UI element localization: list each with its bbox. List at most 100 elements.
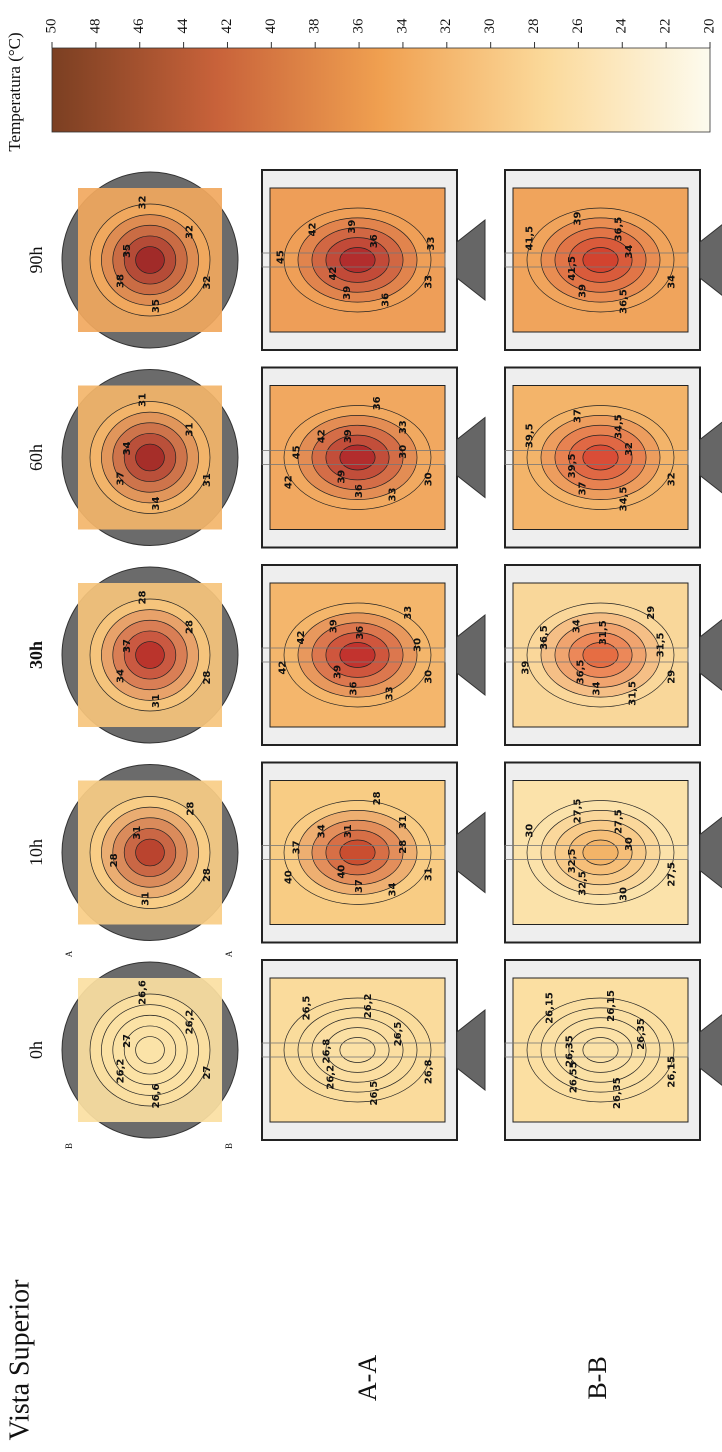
contour-label: 37 (291, 840, 302, 854)
contour-label: 30 (619, 887, 630, 901)
pipe (504, 450, 689, 465)
contour-label: 31 (202, 473, 213, 487)
contour-label: 26,6 (151, 1084, 162, 1109)
colorbar-tick-label: 22 (658, 19, 674, 34)
contour-label: 32 (624, 442, 635, 456)
contour-label: 31 (343, 824, 354, 838)
contour-band (135, 641, 165, 669)
pipe (261, 647, 446, 663)
contour-label: 33 (387, 487, 398, 501)
contour-label: 26,2 (325, 1065, 336, 1090)
contour-label: 34 (115, 669, 126, 683)
row-label: B-B (583, 1356, 612, 1399)
pipe (261, 1042, 446, 1058)
colorbar-tick-label: 36 (351, 18, 367, 34)
colorbar-tick-label: 20 (701, 19, 717, 34)
contour-label: 39,5 (567, 454, 578, 479)
contour-label: 29 (666, 670, 677, 684)
support (456, 218, 486, 302)
contour-label: 42 (317, 429, 328, 443)
contour-band (135, 1036, 165, 1064)
contour-label: 42 (283, 475, 294, 489)
contour-band (339, 839, 376, 866)
section-marker: A (224, 950, 234, 957)
column-label: 90h (26, 247, 46, 274)
contour-label: 27,5 (572, 799, 583, 824)
contour-label: 39 (343, 429, 354, 443)
contour-label: 31 (423, 867, 434, 881)
contour-label: 33 (384, 686, 395, 700)
contour-label: 36 (381, 293, 392, 307)
contour-band (582, 444, 619, 471)
contour-label: 37 (115, 471, 126, 485)
pipe (504, 845, 689, 860)
contour-label: 31,5 (627, 681, 638, 706)
contour-label: 29 (646, 606, 657, 620)
colorbar-tick-label: 26 (570, 18, 586, 34)
contour-band (135, 246, 165, 274)
contour-label: 36 (354, 484, 365, 498)
pipe (504, 647, 689, 663)
contour-label: 27,5 (666, 862, 677, 887)
contour-label: 28 (372, 791, 383, 805)
contour-label: 27 (122, 1034, 133, 1048)
colorbar-tick-label: 50 (43, 19, 59, 34)
contour-label: 28 (137, 590, 148, 604)
contour-label: 38 (115, 274, 126, 288)
contour-label: 27,5 (613, 809, 624, 834)
contour-label: 36,5 (575, 660, 586, 685)
contour-label: 34 (122, 441, 133, 455)
contour-band (135, 838, 165, 867)
contour-label: 42 (328, 267, 339, 281)
contour-label: 32,5 (567, 849, 578, 874)
pipe (261, 252, 446, 268)
contour-label: 26,35 (636, 1018, 647, 1050)
contour-band (582, 642, 619, 668)
contour-label: 39 (342, 286, 353, 300)
colorbar (51, 47, 711, 133)
pipe (261, 450, 446, 465)
contour-label: 39 (572, 211, 583, 225)
colorbar-tick-label: 38 (307, 19, 323, 34)
contour-band (582, 247, 619, 273)
contour-band (339, 247, 376, 273)
pipe (504, 252, 689, 268)
contour-label: 36,5 (619, 289, 630, 314)
contour-band (339, 444, 376, 471)
contour-band (339, 1037, 376, 1063)
column-label: 30h (26, 641, 46, 669)
contour-label: 36 (349, 681, 360, 695)
contour-label: 42 (277, 661, 288, 675)
contour-label: 34 (572, 619, 583, 633)
contour-label: 31 (185, 423, 196, 437)
contour-label: 26,35 (565, 1035, 576, 1067)
contour-label: 39,5 (525, 423, 536, 448)
contour-label: 39 (329, 619, 340, 633)
contour-label: 26,2 (185, 1010, 196, 1035)
contour-label: 28 (186, 802, 197, 816)
contour-label: 31 (151, 694, 162, 708)
column-label: 0h (26, 1041, 46, 1059)
contour-label: 30 (413, 638, 424, 652)
contour-label: 28 (202, 671, 213, 685)
contour-label: 26,35 (612, 1077, 623, 1109)
colorbar-tick-label: 48 (87, 19, 103, 34)
contour-label: 34,5 (613, 414, 624, 439)
contour-label: 42 (307, 222, 318, 236)
contour-label: 26,8 (322, 1039, 333, 1064)
contour-label: 36,5 (539, 625, 550, 650)
contour-label: 39 (520, 661, 531, 675)
contour-label: 36 (372, 396, 383, 410)
contour-label: 32 (185, 225, 196, 239)
row-label: A-A (353, 1355, 382, 1401)
contour-label: 26,5 (393, 1022, 404, 1047)
contour-label: 34 (317, 824, 328, 838)
contour-label: 34 (592, 681, 603, 695)
contour-label: 32 (202, 276, 213, 290)
contour-label: 31 (141, 892, 152, 906)
contour-label: 41,5 (567, 256, 578, 281)
contour-label: 30 (525, 824, 536, 838)
section-marker: B (64, 1143, 74, 1149)
contour-label: 40 (337, 865, 348, 879)
